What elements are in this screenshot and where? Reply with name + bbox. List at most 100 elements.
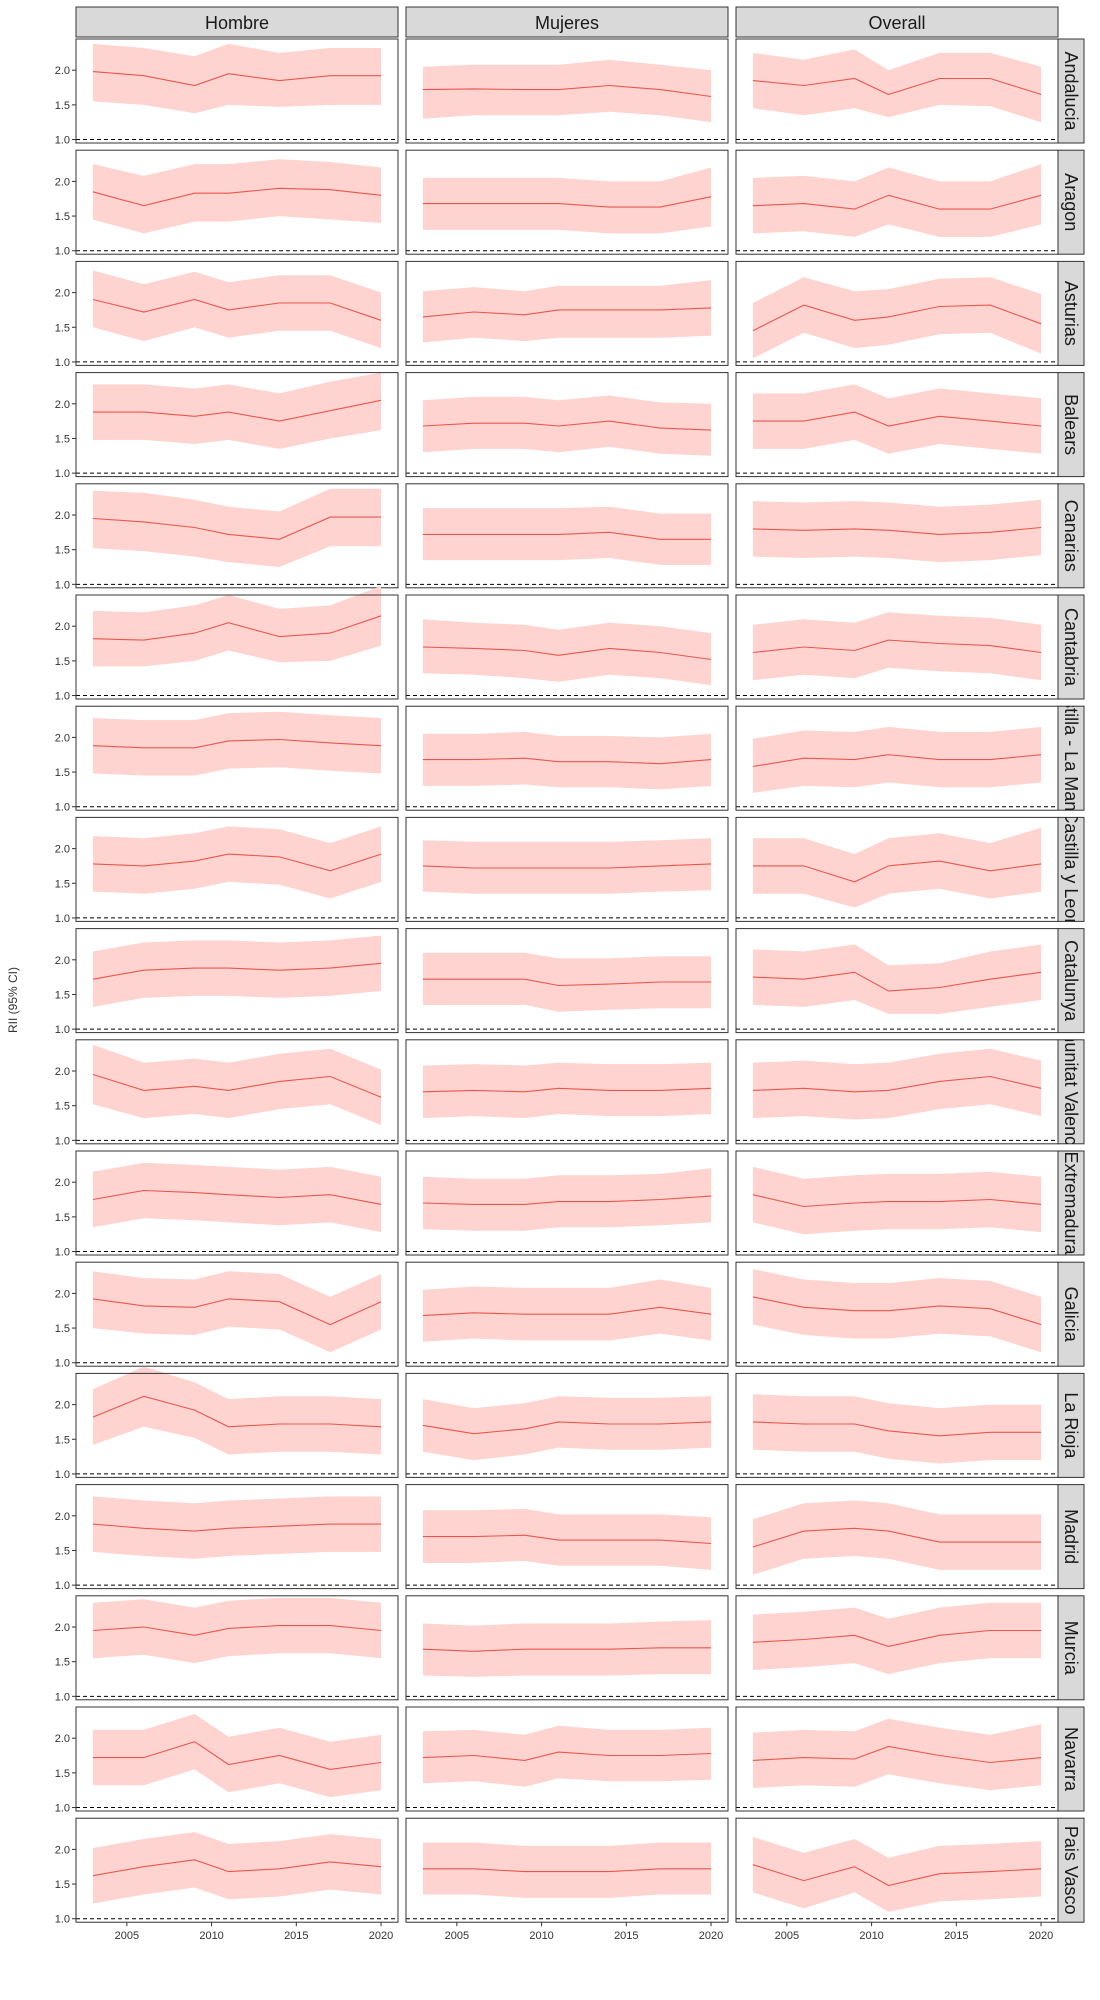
rii-line xyxy=(752,860,1042,883)
panel xyxy=(735,1484,1059,1590)
y-tick-label: 2.0 xyxy=(55,65,70,77)
x-tick-label: 2015 xyxy=(614,1930,638,1942)
panel-border xyxy=(405,816,729,922)
ci-band xyxy=(752,944,1042,1014)
panel-border xyxy=(405,1372,729,1478)
column-strip xyxy=(405,6,729,38)
panel xyxy=(405,1595,729,1701)
panel-border xyxy=(405,928,729,1034)
row-strip xyxy=(1057,1484,1085,1590)
rii-line xyxy=(752,1864,1042,1887)
ci-band xyxy=(422,1725,712,1787)
rii-line xyxy=(422,420,712,431)
y-axis-label: RII (95% CI) xyxy=(6,967,20,1033)
panel-border xyxy=(405,372,729,478)
rii-line xyxy=(422,1421,712,1435)
rii-line xyxy=(752,77,1042,96)
panel-border xyxy=(75,705,399,811)
y-tick-label: 1.5 xyxy=(55,1212,70,1224)
row-strip xyxy=(1057,816,1085,922)
row-strip-label: Madrid xyxy=(1061,1509,1081,1564)
x-tick-label: 2020 xyxy=(699,1930,723,1942)
row-strip-label: La Rioja xyxy=(1061,1392,1081,1459)
panel xyxy=(735,372,1059,478)
y-tick-label: 2.0 xyxy=(55,732,70,744)
rii-line xyxy=(422,84,712,98)
ci-band xyxy=(92,43,382,114)
ci-band xyxy=(92,1162,382,1233)
panel: 1.0 1.5 2.0 xyxy=(55,1366,399,1481)
panel xyxy=(405,1150,729,1256)
column-strip xyxy=(75,6,399,38)
ci-band xyxy=(752,612,1042,681)
row-strip-label-group: Extremadura xyxy=(1061,1151,1081,1255)
panel-border xyxy=(75,1261,399,1367)
ci-band xyxy=(752,1394,1042,1464)
y-tick-label: 1.0 xyxy=(55,1691,70,1703)
rii-line xyxy=(752,754,1042,768)
y-tick-label: 1.0 xyxy=(55,1135,70,1147)
ci-band xyxy=(422,1062,712,1119)
panel xyxy=(405,1372,729,1478)
row-strip-label-group: Comunitat Valenciana xyxy=(1061,1040,1081,1144)
row-strip-label-group: Canarias xyxy=(1061,500,1081,572)
ci-band xyxy=(422,506,712,565)
y-tick-label: 1.5 xyxy=(55,1879,70,1891)
panel xyxy=(405,372,729,478)
rii-line xyxy=(422,646,712,661)
ci-band xyxy=(422,280,712,343)
row-strip-label-group: Balears xyxy=(1061,394,1081,455)
y-tick-label: 1.5 xyxy=(55,767,70,779)
ci-band xyxy=(752,49,1042,123)
y-tick-label: 1.0 xyxy=(55,1024,70,1036)
panel xyxy=(735,483,1059,589)
panel xyxy=(735,1150,1059,1256)
panel: 1.0 1.5 2.0 xyxy=(55,260,399,369)
panel: 1.0 1.5 2.0 xyxy=(55,1150,399,1259)
panel: 1.0 1.5 2.0 xyxy=(55,1039,399,1147)
row-strip-label-group: Castilla y Leon xyxy=(1061,817,1081,921)
rii-line xyxy=(752,194,1042,210)
x-tick-label: 2020 xyxy=(369,1930,393,1942)
ci-band xyxy=(752,827,1042,908)
row-strip-label-group: Aragon xyxy=(1061,173,1081,231)
row-strip xyxy=(1057,705,1085,811)
row-strip-label-group: Galicia xyxy=(1061,1287,1081,1343)
y-tick-label: 1.5 xyxy=(55,433,70,445)
y-tick-label: 1.5 xyxy=(55,989,70,1001)
column-strip xyxy=(735,6,1059,38)
ci-band xyxy=(752,1166,1042,1235)
y-tick-label: 2.0 xyxy=(55,1400,70,1412)
panel-border xyxy=(75,1150,399,1256)
y-tick-label: 1.5 xyxy=(55,656,70,668)
rii-line xyxy=(422,1534,712,1545)
row-strip-label-group: Pais Vasco xyxy=(1061,1826,1081,1915)
rii-line xyxy=(752,1421,1042,1437)
panel: 1.0 1.5 2.0 xyxy=(55,1817,399,1926)
ci-band xyxy=(92,1597,382,1664)
rii-line xyxy=(752,1194,1042,1208)
panel-border xyxy=(405,705,729,811)
x-tick-label: 2005 xyxy=(445,1930,469,1942)
ci-band xyxy=(422,167,712,234)
y-tick-label: 1.0 xyxy=(55,913,70,925)
row-strip-label-group: Madrid xyxy=(1061,1509,1081,1564)
panel xyxy=(405,1484,729,1590)
y-tick-label: 1.5 xyxy=(55,1101,70,1113)
row-strip-label: Asturias xyxy=(1061,281,1081,346)
ci-band xyxy=(752,277,1042,359)
panel xyxy=(735,1372,1059,1478)
y-tick-label: 2.0 xyxy=(55,1177,70,1189)
rii-line xyxy=(92,738,382,749)
ci-band xyxy=(92,1832,382,1904)
row-strip-label-group: Asturias xyxy=(1061,281,1081,346)
panel xyxy=(405,594,729,700)
row-strip-label: Castilla - La Mancha xyxy=(1061,676,1081,841)
rii-line xyxy=(422,1868,712,1873)
rii-line xyxy=(92,1298,382,1326)
ci-band xyxy=(422,1279,712,1342)
x-axis: 2005 2010 2015 2020 2005 2010 2015 2020 2005 2010… xyxy=(115,1922,1053,1942)
column-strips: Hombre Mujeres Overall xyxy=(75,6,1059,38)
rii-line xyxy=(92,399,382,422)
